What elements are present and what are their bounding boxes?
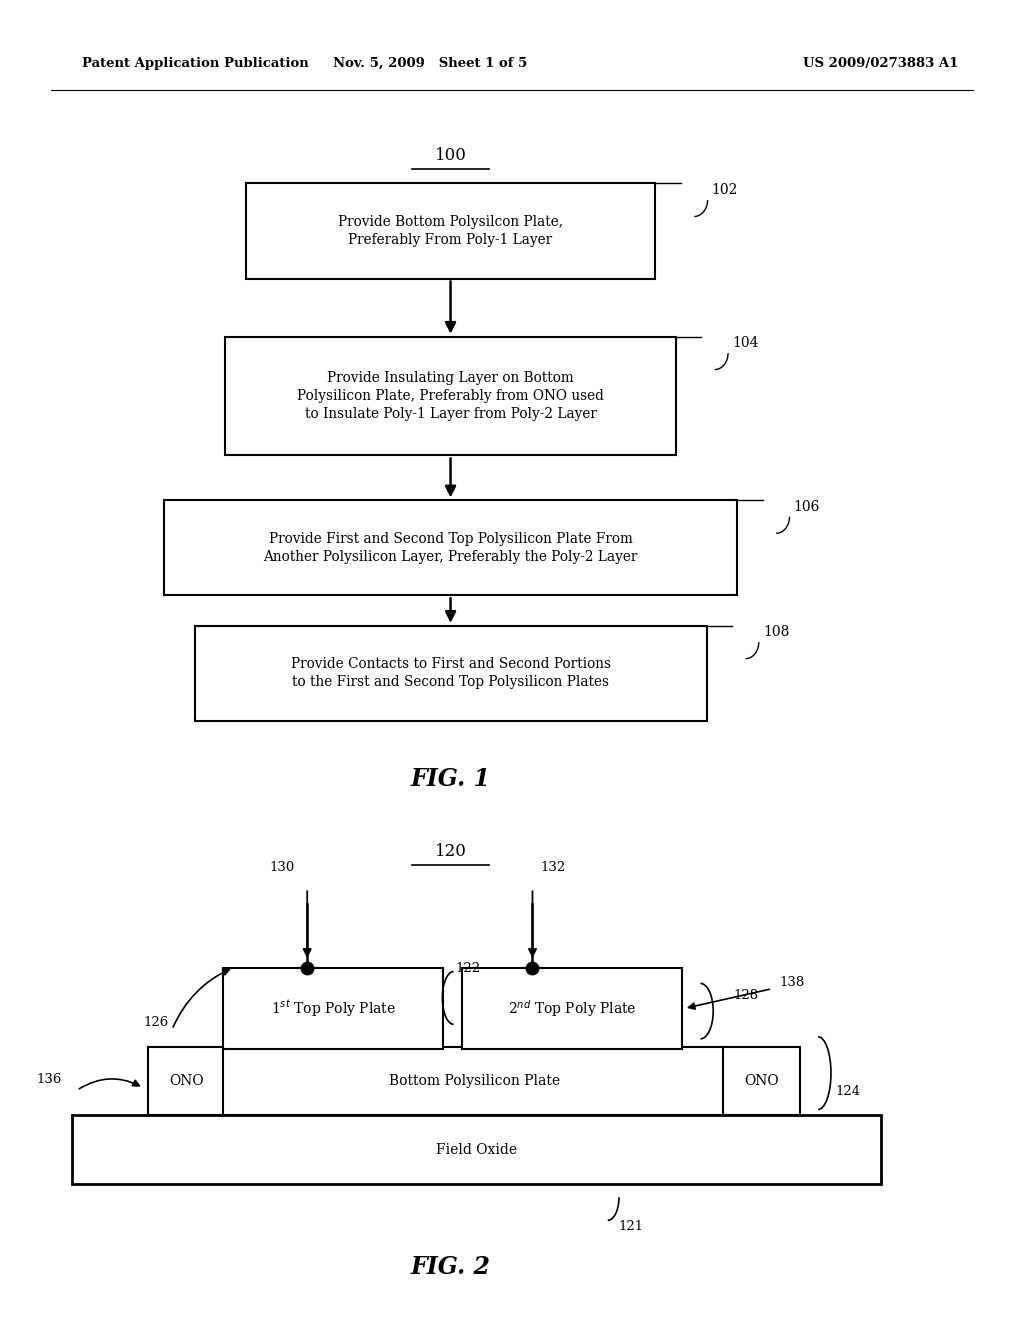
Text: 100: 100 <box>434 148 467 164</box>
Text: Provide Insulating Layer on Bottom
Polysilicon Plate, Preferably from ONO used
t: Provide Insulating Layer on Bottom Polys… <box>297 371 604 421</box>
Text: Patent Application Publication: Patent Application Publication <box>82 57 308 70</box>
Bar <box>195 626 707 721</box>
Text: FIG. 1: FIG. 1 <box>411 767 490 791</box>
Text: Provide Bottom Polysilcon Plate,
Preferably From Poly-1 Layer: Provide Bottom Polysilcon Plate, Prefera… <box>338 215 563 247</box>
Bar <box>223 968 443 1049</box>
Text: 138: 138 <box>779 975 805 989</box>
Text: Field Oxide: Field Oxide <box>435 1143 517 1156</box>
Text: US 2009/0273883 A1: US 2009/0273883 A1 <box>803 57 958 70</box>
Bar <box>72 1115 881 1184</box>
Text: 106: 106 <box>794 500 820 513</box>
Bar <box>246 183 655 279</box>
Text: 122: 122 <box>456 962 481 975</box>
Text: 132: 132 <box>541 861 565 874</box>
Text: Bottom Polysilicon Plate: Bottom Polysilicon Plate <box>388 1074 560 1088</box>
Text: 102: 102 <box>712 183 738 197</box>
Bar <box>723 1047 800 1115</box>
Bar <box>225 337 676 455</box>
Text: Provide Contacts to First and Second Portions
to the First and Second Top Polysi: Provide Contacts to First and Second Por… <box>291 657 610 689</box>
Text: 1$^{st}$ Top Poly Plate: 1$^{st}$ Top Poly Plate <box>270 998 396 1019</box>
Text: 121: 121 <box>618 1220 643 1233</box>
Text: 126: 126 <box>143 1016 168 1030</box>
Bar <box>462 968 682 1049</box>
Text: 108: 108 <box>763 626 790 639</box>
Text: 2$^{nd}$ Top Poly Plate: 2$^{nd}$ Top Poly Plate <box>508 998 636 1019</box>
Text: Provide First and Second Top Polysilicon Plate From
Another Polysilicon Layer, P: Provide First and Second Top Polysilicon… <box>263 532 638 564</box>
Text: 124: 124 <box>836 1085 861 1098</box>
Bar <box>164 500 737 595</box>
Bar <box>223 1047 725 1115</box>
Text: ONO: ONO <box>170 1074 204 1088</box>
Text: 136: 136 <box>37 1073 61 1086</box>
Text: Nov. 5, 2009   Sheet 1 of 5: Nov. 5, 2009 Sheet 1 of 5 <box>333 57 527 70</box>
Text: 130: 130 <box>269 861 294 874</box>
Bar <box>148 1047 225 1115</box>
Text: ONO: ONO <box>744 1074 778 1088</box>
Text: 104: 104 <box>732 337 759 350</box>
Text: FIG. 2: FIG. 2 <box>411 1255 490 1279</box>
Text: 120: 120 <box>434 843 467 859</box>
Text: 128: 128 <box>733 989 759 1002</box>
